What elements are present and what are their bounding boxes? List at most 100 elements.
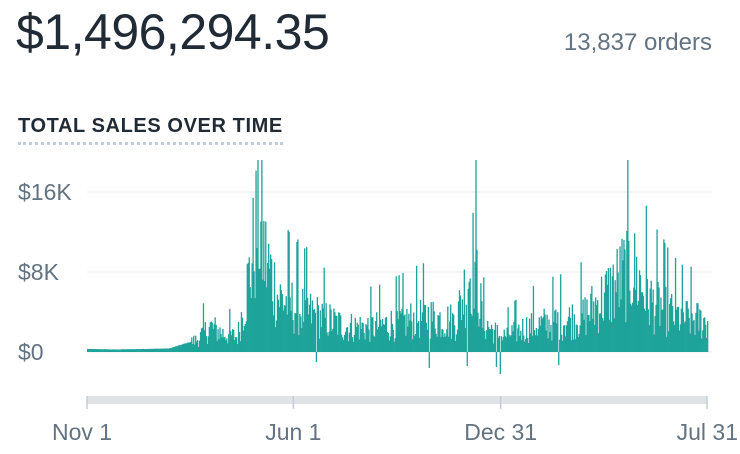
sales-bar [187,342,189,352]
sales-bar [601,317,604,352]
sales-bar [138,349,140,352]
sales-bar [353,335,356,352]
sales-bar [424,305,427,352]
sales-bar [225,340,227,352]
sales-bar [411,321,413,352]
sales-bar [671,306,674,352]
sales-bar [547,338,549,352]
sales-bar [605,271,608,352]
sales-bar [94,349,97,352]
sales-bar [567,316,570,352]
sales-bar [410,303,412,352]
sales-bar [514,300,516,352]
sales-bar [137,349,139,352]
sales-bar [459,295,462,352]
sales-bar [698,330,700,352]
sales-bar [554,310,556,352]
sales-bar [303,321,305,352]
sales-bar [701,338,703,352]
sales-bar [306,297,309,352]
sales-bar [488,329,491,352]
sales-bar [692,321,694,352]
sales-bar [694,335,696,352]
sales-bar [145,349,147,352]
sales-bar [573,314,575,352]
sales-bar [179,345,181,352]
sales-bar [419,299,422,352]
sales-bar [570,340,573,352]
sales-bar [273,262,276,352]
sales-bar [263,220,265,352]
sales-bar [234,337,237,352]
sales-bar [440,337,442,352]
sales-bar [242,330,245,352]
sales-bar [679,324,682,352]
sales-bar [112,349,114,352]
sales-bar [298,335,300,352]
sales-bar [308,304,311,352]
sales-bar [473,308,475,352]
sales-bar [244,324,246,352]
sales-bar [565,325,568,352]
sales-bar [116,349,118,352]
sales-bar [371,317,373,352]
sales-bar [458,290,461,352]
sales-bar [287,230,289,352]
sales-bar [509,336,511,352]
sales-bar [372,317,374,352]
sales-bar [373,335,375,352]
chart-title[interactable]: TOTAL SALES OVER TIME [18,113,283,145]
sales-bar [703,318,705,352]
sales-bar [695,312,697,352]
sales-bar [471,316,473,352]
sales-bar [87,349,90,352]
sales-bar [561,334,563,352]
sales-bar [366,325,368,352]
sales-bar [603,292,606,352]
sales-bar [136,349,138,352]
sales-bar [673,324,676,352]
sales-bar [700,310,702,352]
x-tick-label: Dec 31 [464,419,537,445]
sales-bar [558,352,560,365]
sales-bar [154,348,156,352]
sales-bar [597,333,600,352]
sales-bar [637,300,640,352]
sales-bar [123,349,126,352]
sales-bar [386,332,389,352]
sales-bar [264,281,266,352]
sales-bar [530,313,533,352]
sales-bar [665,286,667,352]
sales-bar [181,344,183,352]
sales-bar [582,299,584,352]
time-range-scrubber[interactable] [87,396,707,404]
sales-bar [119,349,121,352]
sales-bar [274,327,277,352]
sales-bar [463,269,465,352]
sales-bar [615,292,617,352]
sales-bar [105,349,107,352]
sales-bar [528,318,531,352]
sales-bar [197,346,200,352]
sales-bar [656,229,658,352]
sales-bar [178,345,180,352]
sales-bar [351,337,354,352]
sales-bar [566,321,569,352]
y-tick-label: $16K [18,179,72,205]
sales-bar [685,301,687,352]
sales-bar [563,325,566,352]
sales-bar [279,284,282,352]
sales-bar [106,349,108,352]
sales-bar [195,335,197,352]
sales-bar [706,337,708,352]
sales-bar [447,306,449,352]
sales-bar [477,312,479,352]
sales-bar [307,314,310,352]
sales-bar [268,243,270,352]
sales-bar [684,321,686,352]
sales-bar [156,348,158,352]
sales-bar [484,330,486,352]
sales-bar [219,327,221,352]
sales-bar [91,349,94,352]
sales-bar [548,319,550,352]
